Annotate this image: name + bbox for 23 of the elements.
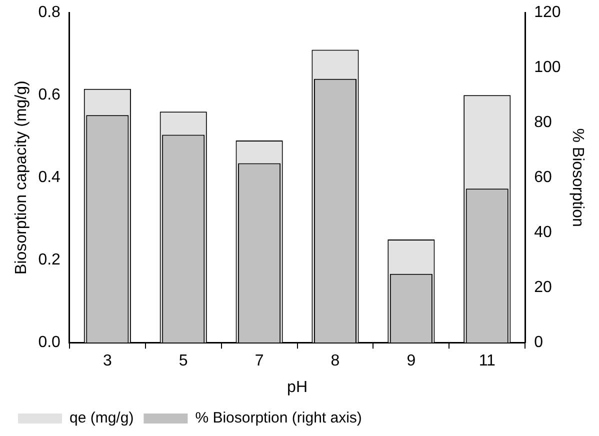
y-tick-label: 0.6 xyxy=(38,86,61,104)
y-tick-label: 0.0 xyxy=(38,334,61,352)
y-axis-title: Biosorption capacity (mg/g) xyxy=(13,80,30,275)
y-tick-label: 0.8 xyxy=(38,4,61,22)
y2-tick-label: 20 xyxy=(534,279,552,296)
x-tick-label: 9 xyxy=(406,352,416,370)
y2-tick-label: 100 xyxy=(534,59,561,76)
x-tick-label: 5 xyxy=(178,352,188,370)
y2-axis-title: % Biosorption xyxy=(568,128,586,227)
y2-tick-label: 60 xyxy=(534,169,552,186)
y2-tick-label: 40 xyxy=(534,224,552,242)
legend-label: qe (mg/g) xyxy=(70,410,134,427)
y2-tick-label: 80 xyxy=(534,114,552,132)
y2-tick-label: 120 xyxy=(534,4,561,22)
x-axis-title: pH xyxy=(287,378,308,396)
x-tick-label: 7 xyxy=(254,352,264,370)
y-tick-label: 0.2 xyxy=(38,252,61,269)
x-tick-label: 11 xyxy=(478,352,496,370)
x-tick-label: 8 xyxy=(330,352,340,370)
x-tick-label: 3 xyxy=(102,352,112,370)
y2-tick-label: 0 xyxy=(534,334,544,352)
legend-label: % Biosorption (right axis) xyxy=(195,410,362,427)
y-tick-label: 0.4 xyxy=(38,169,61,186)
